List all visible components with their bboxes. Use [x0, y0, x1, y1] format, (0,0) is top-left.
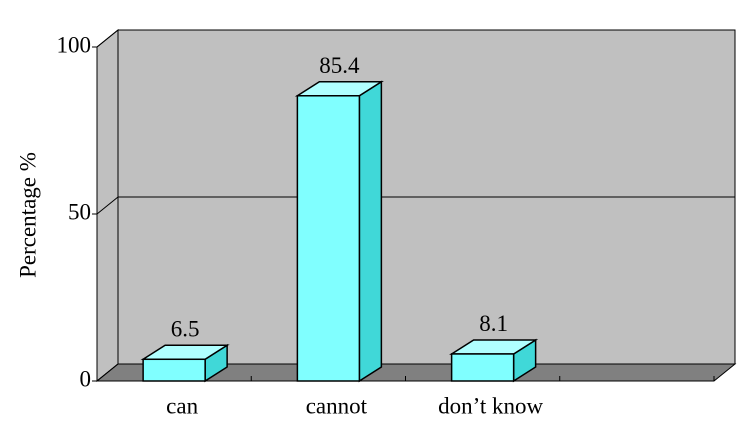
bar-side — [358, 80, 383, 383]
value-label: 6.5 — [171, 317, 200, 342]
x-tick-label: can — [166, 393, 198, 418]
grid-line — [96, 196, 735, 215]
x-tick-label: cannot — [306, 393, 368, 418]
bar — [142, 358, 206, 382]
y-tick-label: 0 — [80, 366, 92, 391]
y-axis-label: Percentage % — [15, 152, 40, 278]
value-label: 85.4 — [319, 53, 360, 78]
bar — [450, 353, 515, 382]
value-label: 8.1 — [479, 311, 508, 336]
y-tick-label: 100 — [57, 32, 92, 57]
bar — [296, 95, 361, 382]
grid-line — [96, 29, 735, 48]
x-tick-label: don’t know — [438, 393, 543, 418]
y-tick-label: 50 — [68, 199, 91, 224]
